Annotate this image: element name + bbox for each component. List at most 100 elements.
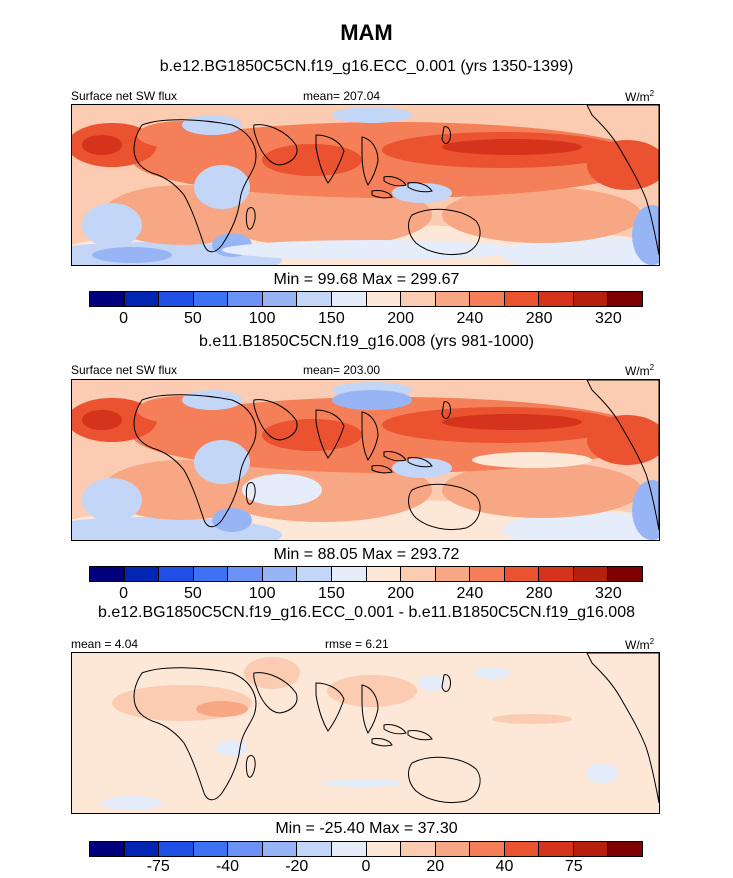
field-contour (472, 452, 592, 468)
colorbar-box (297, 842, 332, 856)
colorbar-box (124, 567, 160, 581)
panel3-map-svg (72, 653, 659, 813)
colorbar-box (159, 567, 194, 581)
colorbar-tick-label: 20 (426, 858, 445, 875)
panel2-subtitle: b.e11.B1850C5CN.f19_g16.008 (yrs 981-100… (198, 333, 535, 350)
coastline (441, 674, 451, 692)
colorbar-box (470, 292, 505, 306)
field-contour (222, 240, 522, 260)
colorbar-box (366, 292, 402, 306)
colorbar-box (228, 842, 263, 856)
colorbar-tick-label: 50 (183, 585, 202, 602)
coastline (245, 206, 256, 230)
colorbar-tick-label: 150 (318, 310, 345, 327)
field-contour (82, 135, 122, 155)
colorbar-box (539, 842, 574, 856)
field-contour (82, 410, 122, 430)
colorbar-box (90, 842, 125, 856)
field-contour (212, 508, 252, 532)
panel2-colorbar (89, 566, 643, 582)
colorbar-box (297, 292, 332, 306)
coastline (315, 134, 345, 184)
colorbar-tick-label: 240 (456, 310, 484, 327)
field-contour (242, 474, 322, 506)
panel3-rmse-label: rmse = 6.21 (325, 637, 389, 651)
field-contour (392, 183, 452, 203)
colorbar-tick-label: 150 (318, 585, 345, 602)
colorbar-box (193, 842, 229, 856)
colorbar-tick-label: -75 (146, 858, 170, 875)
panel1-map (71, 104, 660, 266)
colorbar-box (193, 567, 229, 581)
coastline (253, 672, 298, 714)
colorbar-box (228, 567, 263, 581)
field-contour (474, 667, 510, 679)
coastline (315, 682, 345, 732)
colorbar-tick-label: 280 (525, 585, 553, 602)
coastline (408, 208, 481, 256)
field-contour (587, 140, 659, 190)
colorbar-tick-label: 320 (595, 585, 622, 602)
panel1-map-svg (72, 105, 659, 265)
field-contour (216, 740, 248, 756)
coastline (371, 738, 393, 747)
panel2-map (71, 379, 660, 541)
coastline (441, 401, 451, 419)
colorbar-box (573, 567, 609, 581)
panel2-minmax: Min = 88.05 Max = 293.72 (273, 546, 460, 563)
colorbar-box (435, 292, 471, 306)
panel1-minmax: Min = 99.68 Max = 299.67 (273, 271, 460, 288)
panel2-left-label: Surface net SW flux (71, 363, 178, 377)
field-contour (82, 478, 142, 522)
field-contour (82, 203, 142, 247)
colorbar-box (504, 842, 540, 856)
panel1-colorbar-ticks: 0 50 100 150 200 240 280 320 (0, 310, 733, 330)
panel3-colorbar-ticks: -75 -40 -20 0 20 40 75 (0, 858, 733, 878)
field-contour (442, 139, 582, 155)
coastline (245, 754, 256, 778)
panel1-left-label: Surface net SW flux (71, 89, 178, 103)
colorbar-tick-label: 75 (564, 858, 583, 875)
coastline (245, 481, 256, 505)
field-contour (196, 701, 248, 717)
field-contour (492, 714, 572, 724)
colorbar-box (297, 567, 332, 581)
colorbar-box (470, 567, 505, 581)
colorbar-tick-label: 280 (525, 310, 553, 327)
coastline (371, 465, 393, 474)
colorbar-box (331, 567, 367, 581)
colorbar-box (262, 567, 298, 581)
colorbar-box (539, 292, 574, 306)
colorbar-tick-label: -20 (285, 858, 309, 875)
field-contour (102, 796, 162, 810)
field-contour (392, 458, 452, 478)
colorbar-box (331, 292, 367, 306)
colorbar-tick-label: 100 (248, 310, 276, 327)
panel3-colorbar (89, 841, 643, 857)
field-contour (322, 779, 402, 787)
colorbar-tick-label: 0 (361, 858, 371, 875)
colorbar-box (435, 842, 471, 856)
colorbar-box (504, 292, 540, 306)
coastline (253, 124, 298, 166)
colorbar-box (159, 292, 194, 306)
field-contour (586, 763, 618, 783)
colorbar-box (124, 292, 160, 306)
panel1-units: W/m2 (625, 89, 655, 104)
panel3-minmax: Min = -25.40 Max = 37.30 (275, 820, 458, 837)
panel1-colorbar (89, 291, 643, 307)
field-contour (442, 462, 642, 518)
coastline (586, 105, 659, 256)
colorbar-tick-label: 200 (387, 310, 414, 327)
coastline (361, 411, 379, 461)
coastline (586, 380, 659, 531)
coastline (253, 399, 298, 441)
colorbar-box (159, 842, 194, 856)
coastline (407, 730, 433, 741)
panel3-left-label: mean = 4.04 (71, 637, 139, 651)
colorbar-box (401, 567, 436, 581)
colorbar-box (539, 567, 574, 581)
coastline (407, 457, 433, 468)
colorbar-tick-label: -40 (215, 858, 240, 875)
colorbar-box (90, 567, 125, 581)
